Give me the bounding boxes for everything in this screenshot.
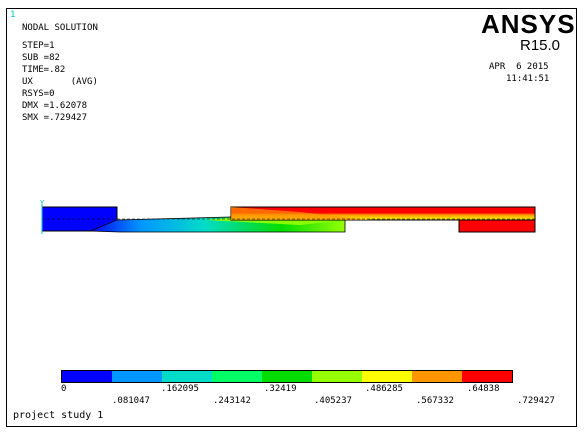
legend-label-top-5: .64838 [467, 384, 500, 394]
legend-swatch-8 [412, 371, 462, 382]
legend-label-bottom-5: .729427 [517, 396, 555, 406]
substep-label: SUB =82 [22, 53, 60, 63]
date-label: APR 6 2015 [489, 62, 549, 72]
window-number: 1 [10, 10, 16, 20]
ansys-logo: ANSYS [481, 9, 576, 39]
legend-label-top-1: 0 [61, 384, 67, 394]
support-symbol: Y [40, 199, 45, 207]
legend-label-top-4: .486285 [365, 384, 403, 394]
legend-swatch-6 [312, 371, 362, 382]
legend-label-bottom-1: .081047 [112, 396, 150, 406]
legend-label-bottom-3: .405237 [314, 396, 352, 406]
footer-title: project study 1 [13, 410, 104, 421]
plot-title: NODAL SOLUTION [22, 23, 98, 33]
legend-colorbar [61, 370, 513, 383]
legend-swatch-5 [262, 371, 312, 382]
legend-swatch-1 [62, 371, 112, 382]
time-of-day-label: 11:41:51 [506, 74, 550, 84]
release-label: R15.0 [520, 37, 561, 54]
beam-transition [231, 207, 370, 220]
legend-swatch-3 [162, 371, 212, 382]
time-label: TIME=.82 [22, 65, 66, 75]
legend-label-bottom-2: .243142 [213, 396, 251, 406]
rsys-label: RSYS=0 [22, 89, 55, 99]
legend-label-bottom-4: .567332 [416, 396, 454, 406]
legend-swatch-9 [462, 371, 512, 382]
legend-swatch-2 [112, 371, 162, 382]
right-lower-block [458, 219, 536, 233]
step-label: STEP=1 [22, 41, 55, 51]
legend-swatch-7 [362, 371, 412, 382]
component-label: UX (AVG) [22, 77, 98, 87]
legend-label-top-3: .32419 [264, 384, 297, 394]
legend-swatch-4 [212, 371, 262, 382]
dmx-label: DMX =1.62078 [22, 101, 88, 111]
smx-label: SMX =.729427 [22, 113, 88, 123]
legend-label-top-2: .162095 [161, 384, 199, 394]
